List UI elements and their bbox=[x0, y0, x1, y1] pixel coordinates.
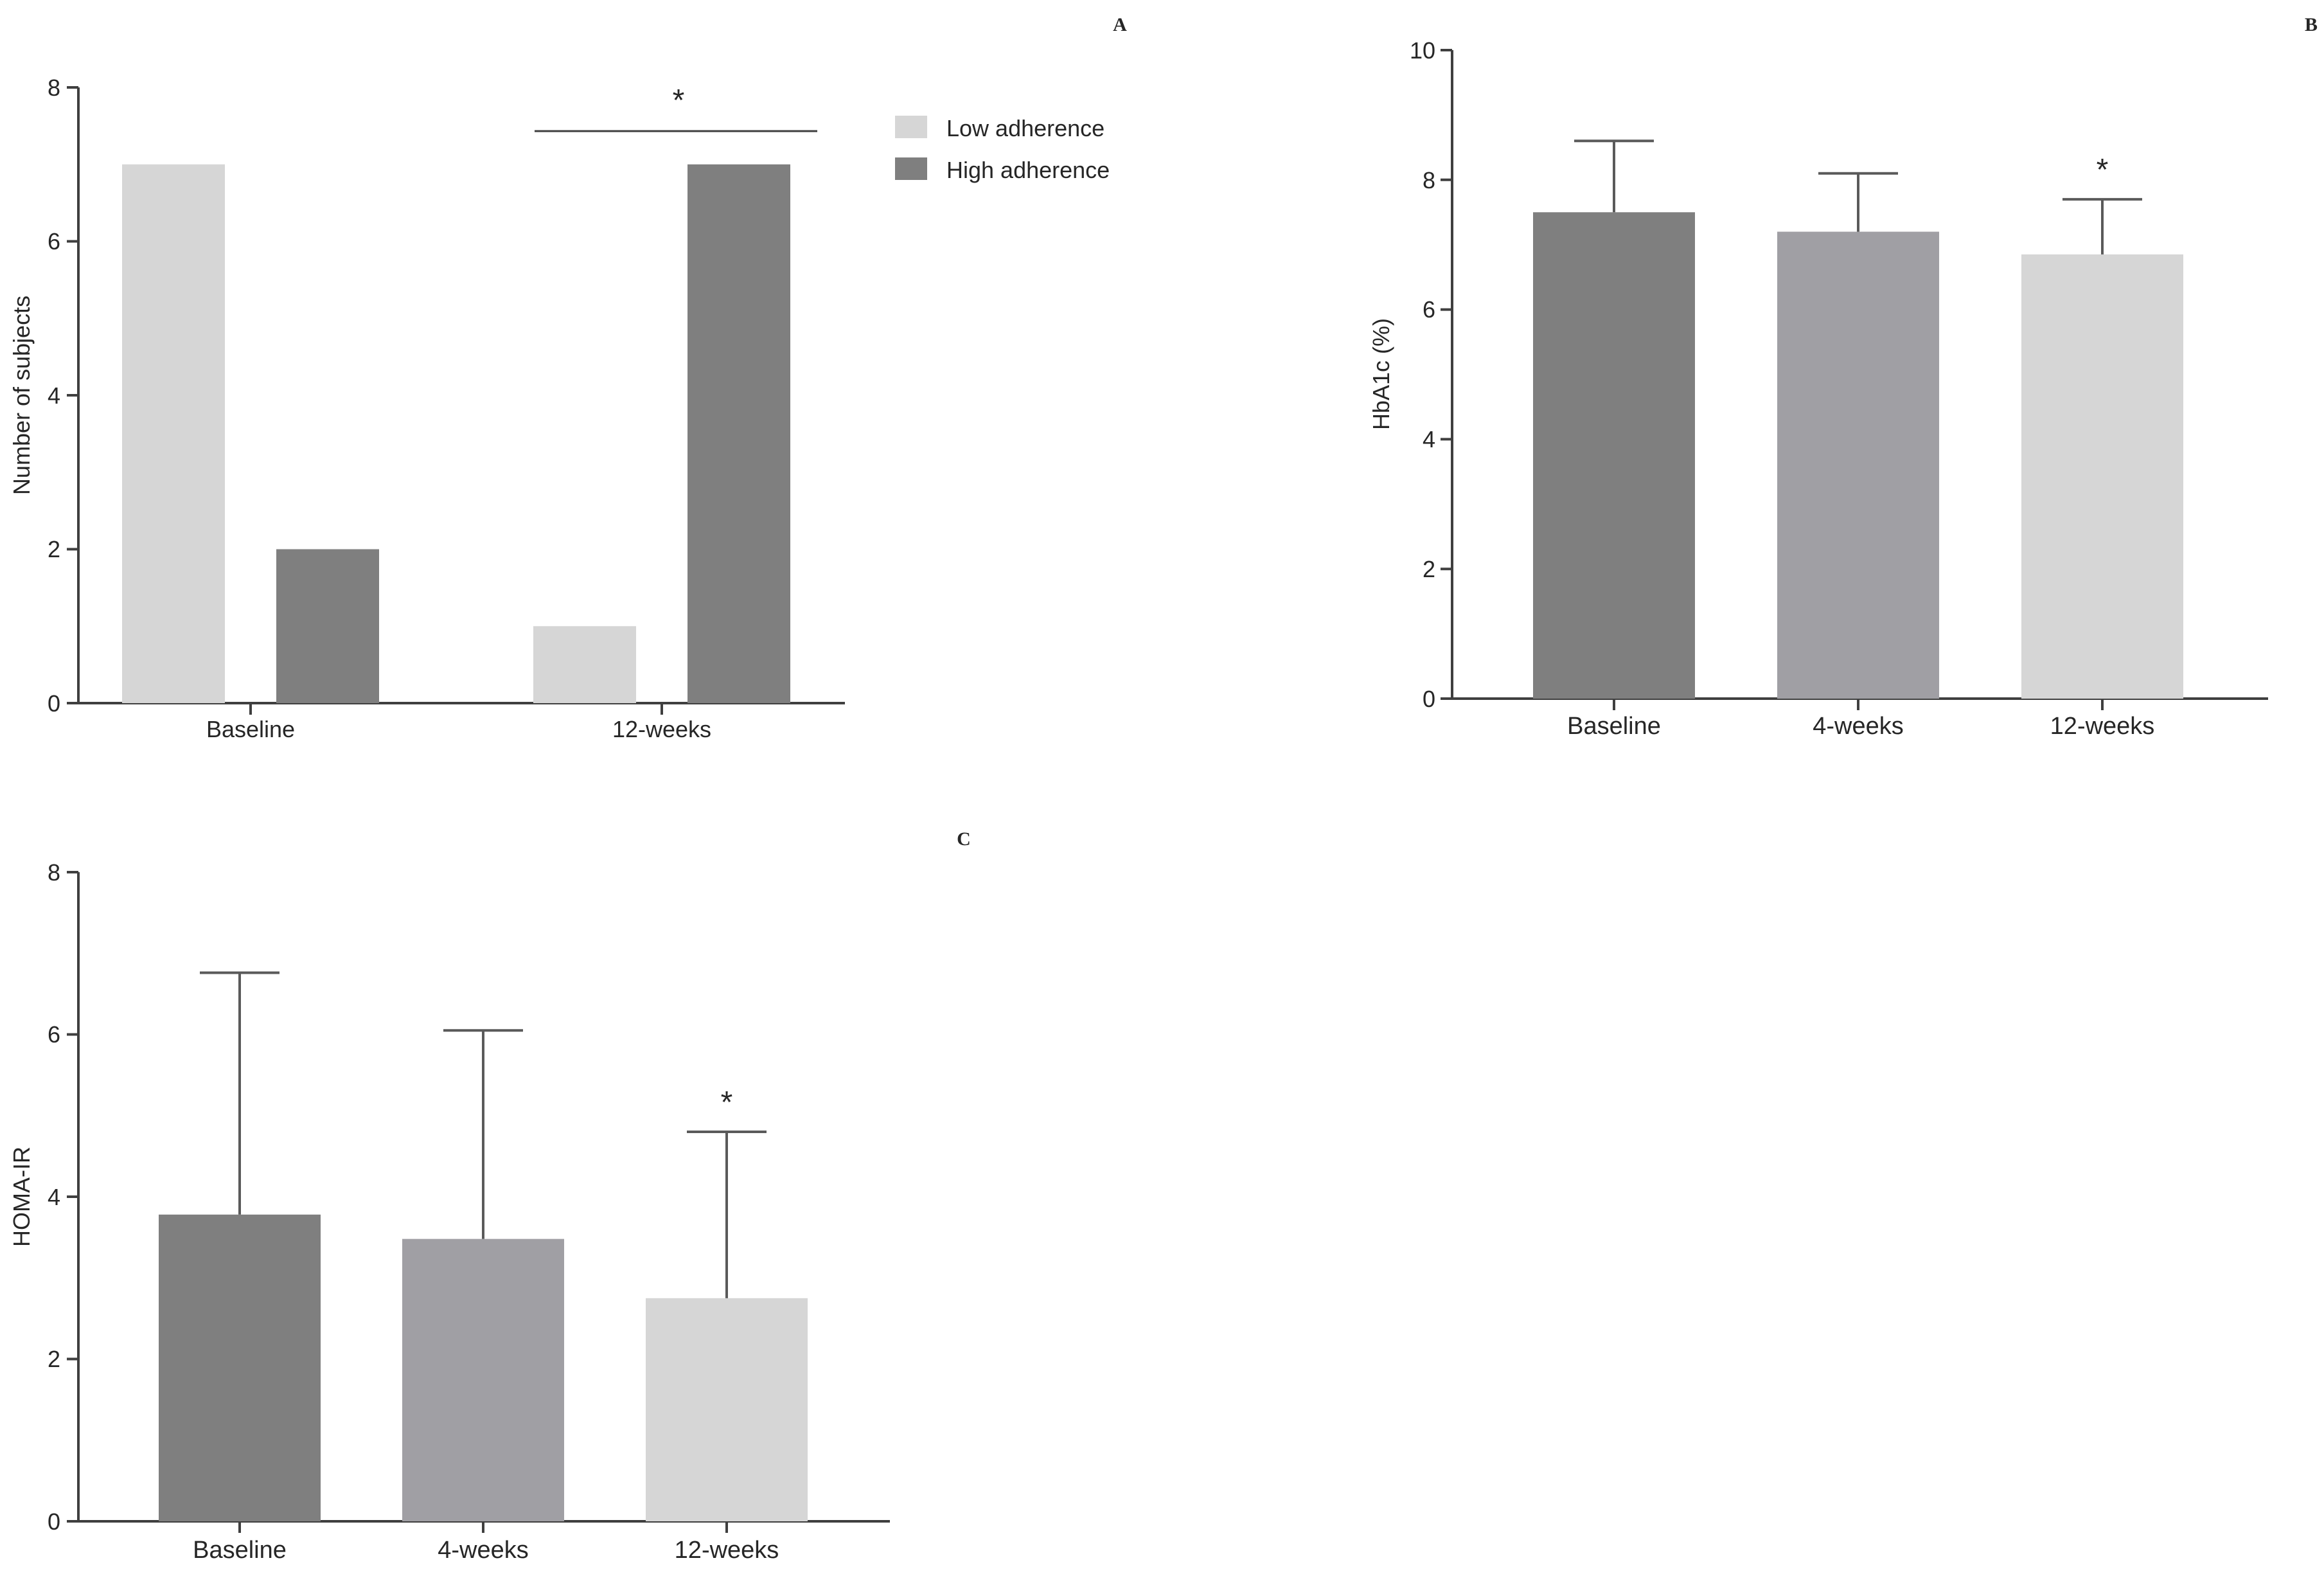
panel-c-bar-baseline bbox=[159, 1214, 321, 1521]
panel-c-significance-star: * bbox=[721, 1086, 733, 1120]
panel-a-bars bbox=[122, 164, 790, 703]
panel-c-letter: C bbox=[957, 828, 971, 850]
panel-b-bar-baseline bbox=[1533, 212, 1695, 699]
panel-a-bar-baseline-high-adherence bbox=[276, 549, 379, 703]
panel-a-y-label: Number of subjects bbox=[8, 296, 35, 495]
panel-c-x-tick-label: 4-weeks bbox=[438, 1537, 529, 1564]
panel-c-y-tick-label: 8 bbox=[48, 859, 60, 886]
panel-a-bar-baseline-low-adherence bbox=[122, 164, 225, 703]
panel-c-y-tick-label: 0 bbox=[48, 1508, 60, 1535]
panel-b-error-bars bbox=[1574, 139, 2142, 255]
panel-a-letter: A bbox=[1113, 14, 1127, 35]
panel-a-y-tick-label: 8 bbox=[48, 75, 60, 101]
legend-swatch-high-adherence bbox=[895, 157, 927, 180]
panel-c-y-ticks: 0 2 4 6 8 bbox=[48, 859, 78, 1535]
panel-b-bar-12-weeks bbox=[2021, 254, 2183, 699]
panel-b-y-tick-label: 4 bbox=[1423, 426, 1435, 452]
panel-c-y-label: HOMA-IR bbox=[8, 1147, 35, 1247]
panel-b-error-bar-12-weeks bbox=[2062, 198, 2142, 255]
panel-c-bars bbox=[159, 1214, 808, 1521]
panel-c-y-tick-label: 2 bbox=[48, 1346, 60, 1372]
panel-b-x-ticks: Baseline 4-weeks 12-weeks bbox=[1567, 699, 2154, 740]
panel-b-y-tick-label: 2 bbox=[1423, 556, 1435, 582]
panel-b-error-bar-4-weeks bbox=[1818, 172, 1898, 232]
panel-a-bar-12weeks-low-adherence bbox=[533, 626, 636, 703]
legend-label-high-adherence: High adherence bbox=[946, 157, 1110, 183]
panel-a-x-ticks: Baseline 12-weeks bbox=[206, 703, 711, 742]
chart-panel-b: B HbA1c (%) 0 2 4 6 8 10 Baseline 4-week… bbox=[1368, 14, 2318, 740]
panel-a-bar-12weeks-high-adherence bbox=[687, 164, 790, 703]
panel-c-x-ticks: Baseline 4-weeks 12-weeks bbox=[193, 1521, 779, 1564]
panel-b-x-tick-label: 4-weeks bbox=[1813, 713, 1904, 740]
panel-b-y-tick-label: 8 bbox=[1423, 167, 1435, 193]
panel-c-error-bars bbox=[200, 971, 767, 1298]
panel-c-bar-4-weeks bbox=[402, 1239, 564, 1521]
legend-swatch-low-adherence bbox=[895, 116, 927, 138]
panel-a-y-tick-label: 4 bbox=[48, 382, 60, 409]
panel-b-letter: B bbox=[2305, 14, 2318, 35]
panel-a-y-tick-label: 2 bbox=[48, 536, 60, 562]
panel-a-significance-star: * bbox=[673, 84, 685, 118]
panel-a-y-tick-label: 0 bbox=[48, 690, 60, 717]
panel-a-x-tick-label: Baseline bbox=[206, 716, 295, 742]
panel-a-significance: * bbox=[535, 84, 817, 132]
panel-a-y-ticks: 0 2 4 6 8 bbox=[48, 75, 78, 717]
panel-c-error-bar-12-weeks bbox=[687, 1131, 767, 1298]
panel-c-bar-12-weeks bbox=[646, 1298, 808, 1521]
panel-b-bars bbox=[1533, 212, 2183, 699]
panel-c-x-tick-label: 12-weeks bbox=[675, 1537, 779, 1564]
panel-b-x-tick-label: 12-weeks bbox=[2050, 713, 2155, 740]
panel-c-y-tick-label: 6 bbox=[48, 1021, 60, 1048]
panel-b-y-tick-label: 0 bbox=[1423, 686, 1435, 712]
panel-a-y-tick-label: 6 bbox=[48, 228, 60, 255]
panel-c-error-bar-4-weeks bbox=[443, 1029, 523, 1239]
panel-b-significance-star: * bbox=[2097, 153, 2109, 187]
panel-c-x-tick-label: Baseline bbox=[193, 1537, 287, 1564]
legend-label-low-adherence: Low adherence bbox=[946, 115, 1104, 141]
panel-b-y-ticks: 0 2 4 6 8 10 bbox=[1410, 37, 1452, 712]
chart-panel-a: A Number of subjects 0 2 4 6 8 Baseline … bbox=[8, 14, 1127, 742]
panel-b-error-bar-baseline bbox=[1574, 139, 1654, 213]
panel-a-x-tick-label: 12-weeks bbox=[612, 716, 711, 742]
panel-b-y-label: HbA1c (%) bbox=[1368, 318, 1394, 430]
panel-a-legend: Low adherence High adherence bbox=[895, 115, 1110, 183]
panel-b-bar-4-weeks bbox=[1777, 231, 1939, 699]
chart-panel-c: C HOMA-IR 0 2 4 6 8 Baseline 4-weeks 12-… bbox=[8, 828, 971, 1564]
panel-b-x-tick-label: Baseline bbox=[1567, 713, 1661, 740]
panel-c-y-tick-label: 4 bbox=[48, 1184, 60, 1210]
panel-b-y-tick-label: 10 bbox=[1410, 37, 1435, 64]
panel-b-y-tick-label: 6 bbox=[1423, 296, 1435, 323]
panel-c-error-bar-baseline bbox=[200, 971, 279, 1215]
